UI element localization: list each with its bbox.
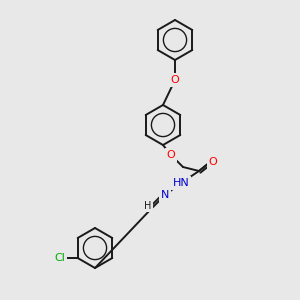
Text: O: O xyxy=(167,150,176,160)
Text: HN: HN xyxy=(172,178,189,188)
Text: N: N xyxy=(161,190,169,200)
Text: Cl: Cl xyxy=(54,253,65,263)
Text: O: O xyxy=(208,157,217,167)
Text: H: H xyxy=(144,201,152,211)
Text: O: O xyxy=(171,75,179,85)
